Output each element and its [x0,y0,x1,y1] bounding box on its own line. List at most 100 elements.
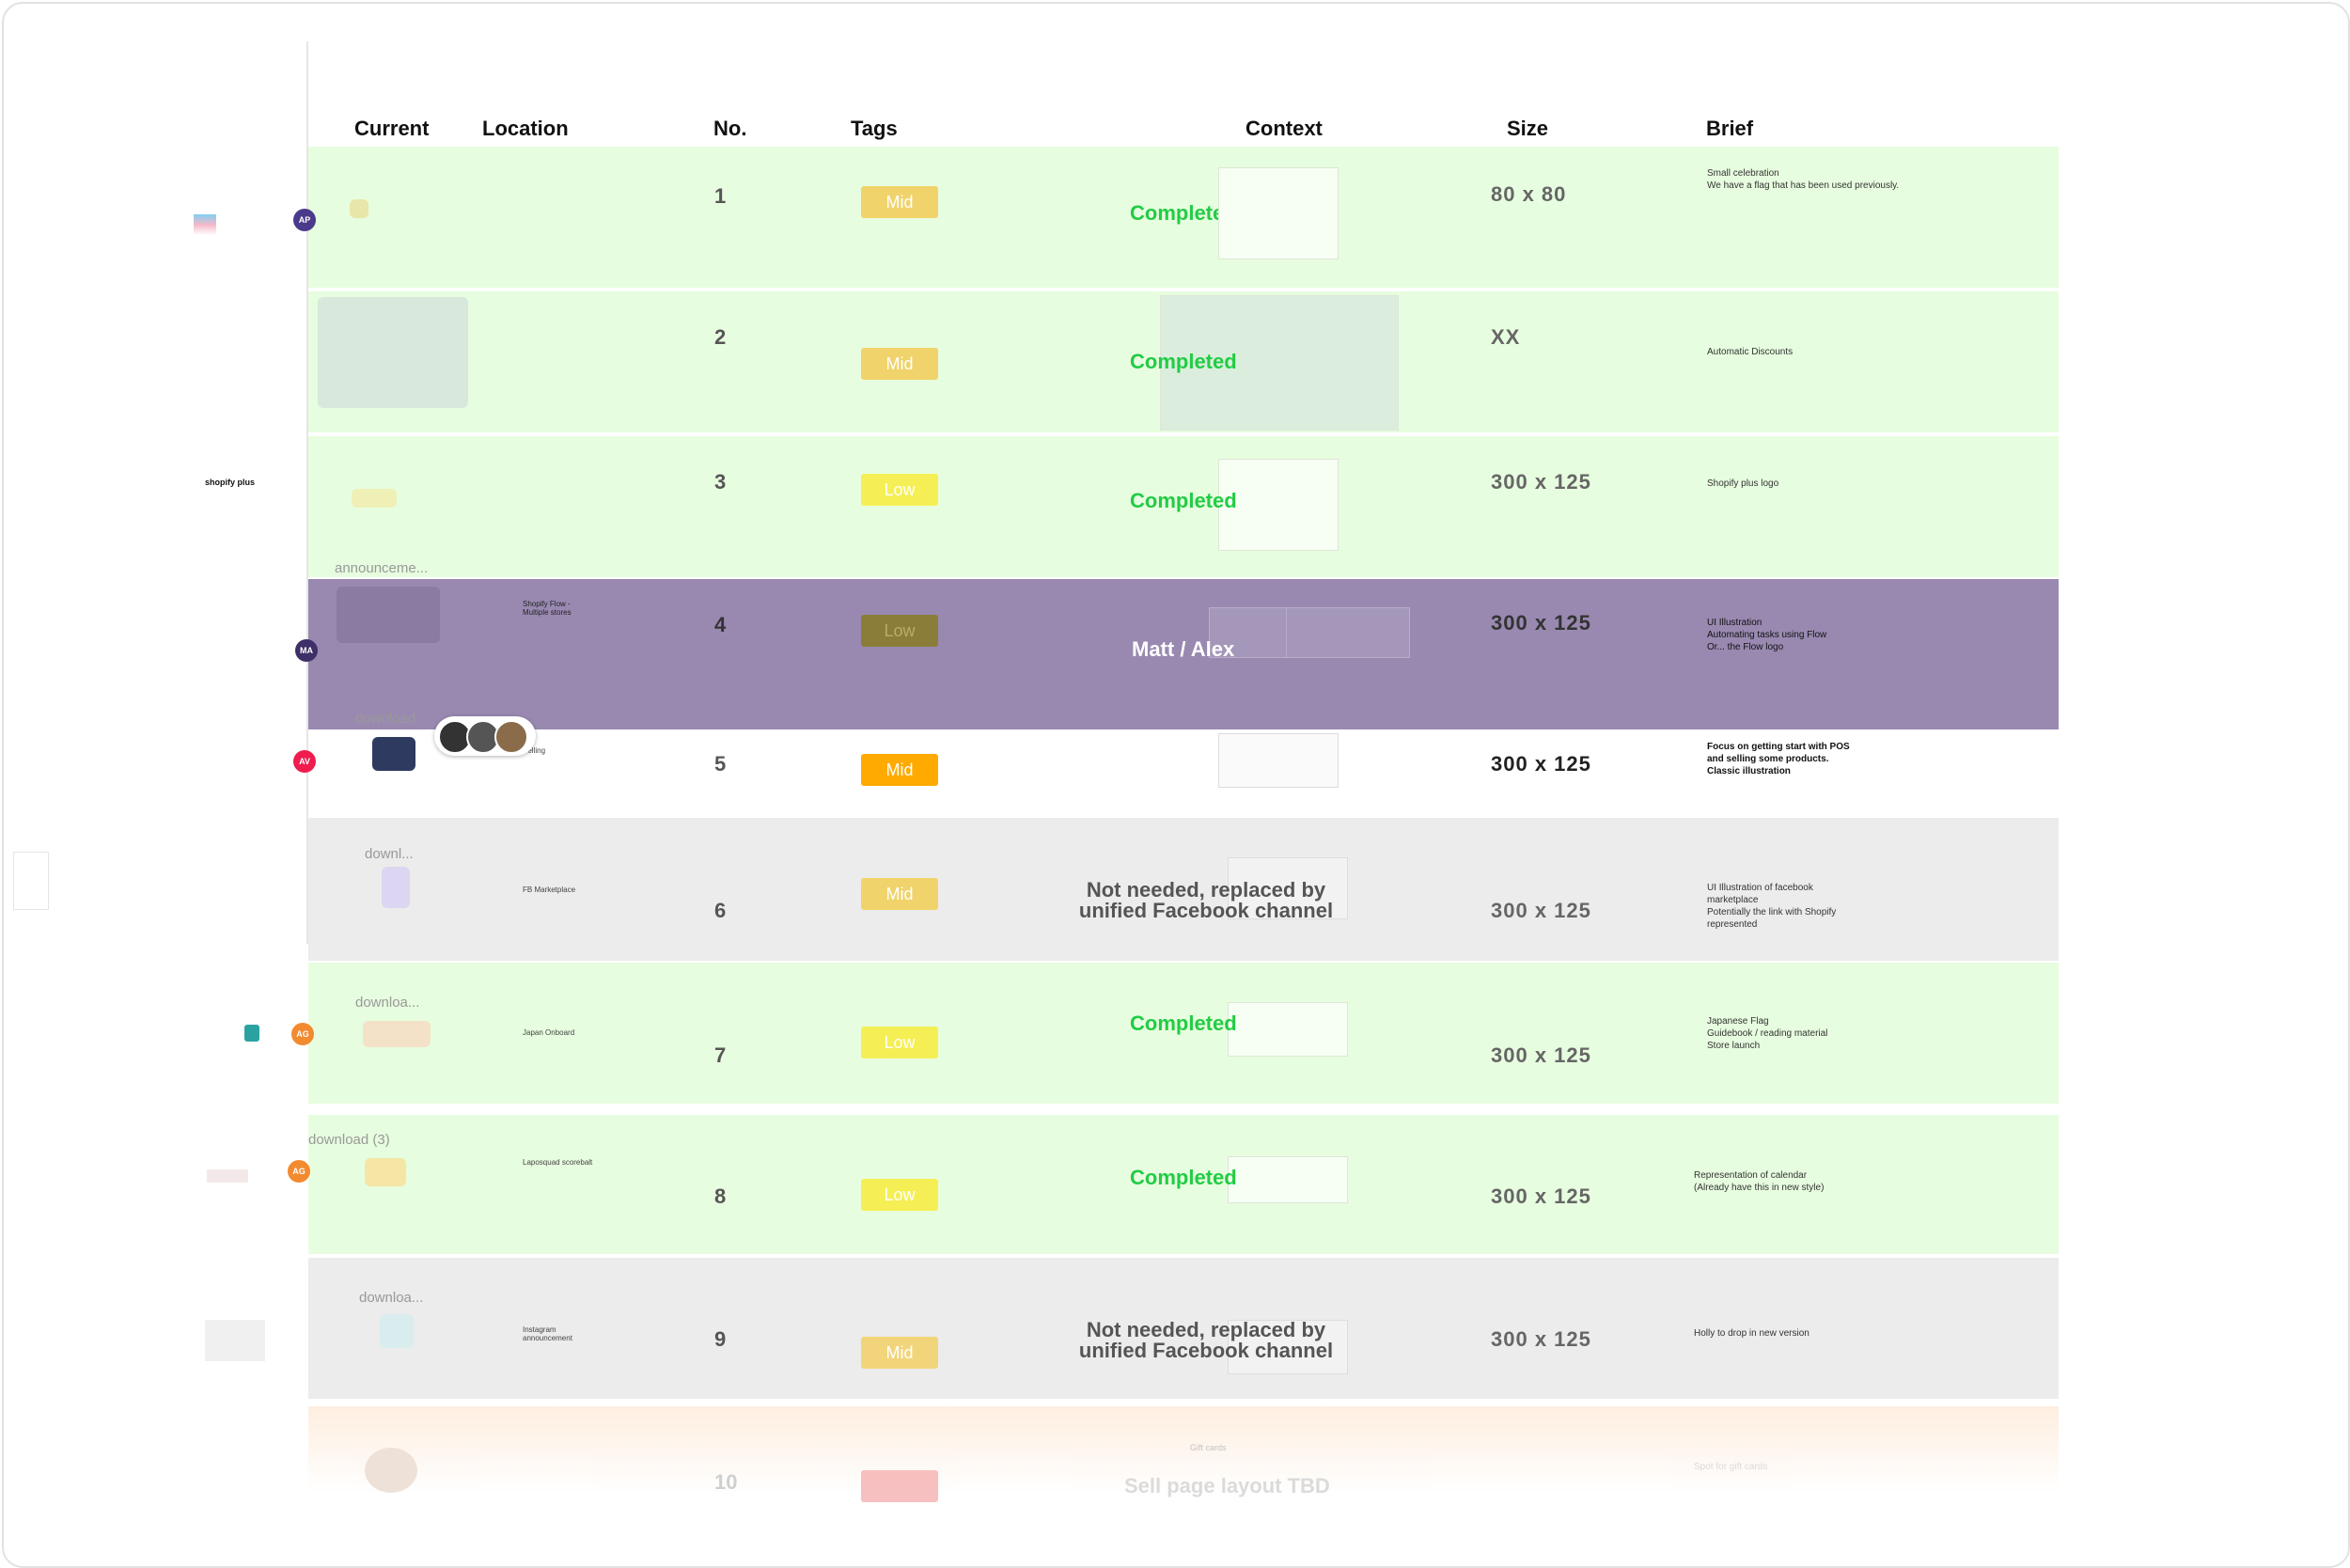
row-number: 2 [714,325,727,349]
file-label: downloa... [359,1290,424,1306]
context-thumbnail[interactable] [1218,167,1339,259]
collaborator-avatars[interactable] [434,716,536,756]
status-label: Not needed, replaced by unified Facebook… [1078,878,1334,922]
context-thumbnail[interactable] [1286,607,1410,658]
size-value: 300 x 125 [1491,611,1591,635]
status-label: Completed [1130,1166,1237,1189]
header-no: No. [713,117,747,140]
calendar-illustration [365,1158,406,1186]
file-label: announceme... [335,560,429,576]
file-label: download [355,711,416,727]
flow-illustration [337,587,440,643]
tag-badge[interactable] [861,1470,938,1502]
brief-text: UI Illustration Automating tasks using F… [1707,618,1827,652]
status-label: Matt / Alex [1132,637,1235,661]
row-number: 5 [714,752,727,776]
context-thumbnail[interactable] [1218,459,1339,551]
table-row[interactable]: Selling 5 Mid 300 x 125 Focus on getting… [308,729,2059,816]
file-label: downloa... [355,995,420,1011]
table-row[interactable]: downloa... Japan Onboard 7 Low Completed… [308,963,2059,1104]
status-label: Completed [1130,489,1237,512]
tag-badge[interactable]: Mid [861,348,938,380]
context-thumbnail[interactable] [1228,1156,1348,1203]
app-icon[interactable] [244,1025,259,1042]
avatar[interactable]: AG [288,1160,310,1183]
tag-badge[interactable]: Low [861,615,938,647]
row-number: 1 [714,184,727,208]
tag-badge[interactable]: Mid [861,1337,938,1369]
header-location: Location [482,117,569,140]
japan-illustration [363,1021,431,1047]
tag-badge[interactable]: Mid [861,878,938,910]
brief-text: Small celebration We have a flag that ha… [1707,168,1900,191]
context-thumbnail[interactable] [1160,295,1399,431]
header-brief: Brief [1706,117,1754,140]
brief-text: UI Illustration of facebook marketplace … [1707,883,1837,930]
brief-text: Holly to drop in new version [1694,1328,1810,1339]
table-row[interactable]: Gift cards 10 Sell page layout TBD Spot … [308,1406,2059,1502]
header-size: Size [1507,117,1549,140]
context-thumbnail[interactable] [1228,857,1348,919]
location-text: Laposquad scorebalt [523,1158,593,1167]
row-number: 9 [714,1327,727,1351]
row-number: 10 [714,1470,738,1494]
shopify-plus-illustration [352,489,397,508]
canvas-divider [306,41,308,944]
size-value: 300 x 125 [1491,1043,1591,1067]
tag-badge[interactable]: Low [861,474,938,506]
size-value: 300 x 125 [1491,1327,1591,1351]
table-row[interactable]: announceme... 3 Low Completed 300 x 125 … [308,436,2059,577]
location-text: Selling [523,746,546,755]
side-calendar-thumbnail[interactable] [207,1169,248,1183]
location-text: Japan Onboard [523,1028,575,1037]
flag-icon[interactable] [194,214,216,235]
tag-badge[interactable]: Mid [861,186,938,218]
location-text: FB Marketplace [523,886,576,894]
row-number: 3 [714,470,727,494]
brief-text: Automatic Discounts [1707,347,1794,357]
row-number: 6 [714,899,727,922]
file-label: download (3) [308,1132,390,1148]
avatar[interactable]: AP [293,209,316,231]
brief-text: Japanese Flag Guidebook / reading materi… [1707,1016,1828,1051]
context-thumbnail[interactable] [1228,1002,1348,1057]
avatar [494,720,528,754]
size-value: 300 x 125 [1491,752,1591,776]
row-number: 8 [714,1184,727,1208]
brief-text: Spot for gift cards [1694,1462,1768,1472]
context-thumbnail[interactable] [1218,733,1339,788]
size-value: 300 x 125 [1491,899,1591,922]
context-thumbnail[interactable] [1228,1320,1348,1374]
table-row[interactable]: Shopify Flow - Multiple stores 4 Low Mat… [308,579,2059,729]
tag-badge[interactable]: Low [861,1027,938,1058]
tag-badge[interactable]: Low [861,1179,938,1211]
gift-illustration [365,1448,417,1493]
size-value: 80 x 80 [1491,182,1567,206]
size-value: 300 x 125 [1491,470,1591,494]
shopify-plus-logo[interactable]: shopify plus [205,478,256,487]
header-tags: Tags [851,117,898,140]
location-text: Instagram announcement [523,1325,572,1342]
avatar[interactable]: AG [291,1023,314,1045]
header-context: Context [1246,117,1323,140]
location-text: Shopify Flow - Multiple stores [523,600,572,617]
table-row[interactable]: downloa... Instagram announcement 9 Mid … [308,1258,2059,1399]
avatar[interactable]: MA [295,639,318,662]
side-people-thumbnail[interactable] [205,1320,265,1361]
row-number: 4 [714,613,727,636]
table-row[interactable]: 2 Mid Completed XX Automatic Discounts [308,291,2059,432]
header-current: Current [354,117,430,140]
side-document-card[interactable] [13,852,49,910]
status-label: Completed [1130,1011,1237,1035]
location-text: Gift cards [1190,1443,1227,1452]
size-value: 300 x 125 [1491,1184,1591,1208]
table-row[interactable]: 1 Mid Completed 80 x 80 Small celebratio… [308,147,2059,288]
table-row[interactable]: downl... FB Marketplace 6 Mid Not needed… [308,818,2059,961]
tag-badge[interactable]: Mid [861,754,938,786]
avatar[interactable]: AV [293,750,316,773]
table-row[interactable]: Laposquad scorebalt 8 Low Completed 300 … [308,1115,2059,1254]
instagram-illustration [380,1314,414,1348]
brief-text: Focus on getting start with POS and sell… [1707,742,1850,776]
brief-text: Shopify plus logo [1707,478,1779,489]
